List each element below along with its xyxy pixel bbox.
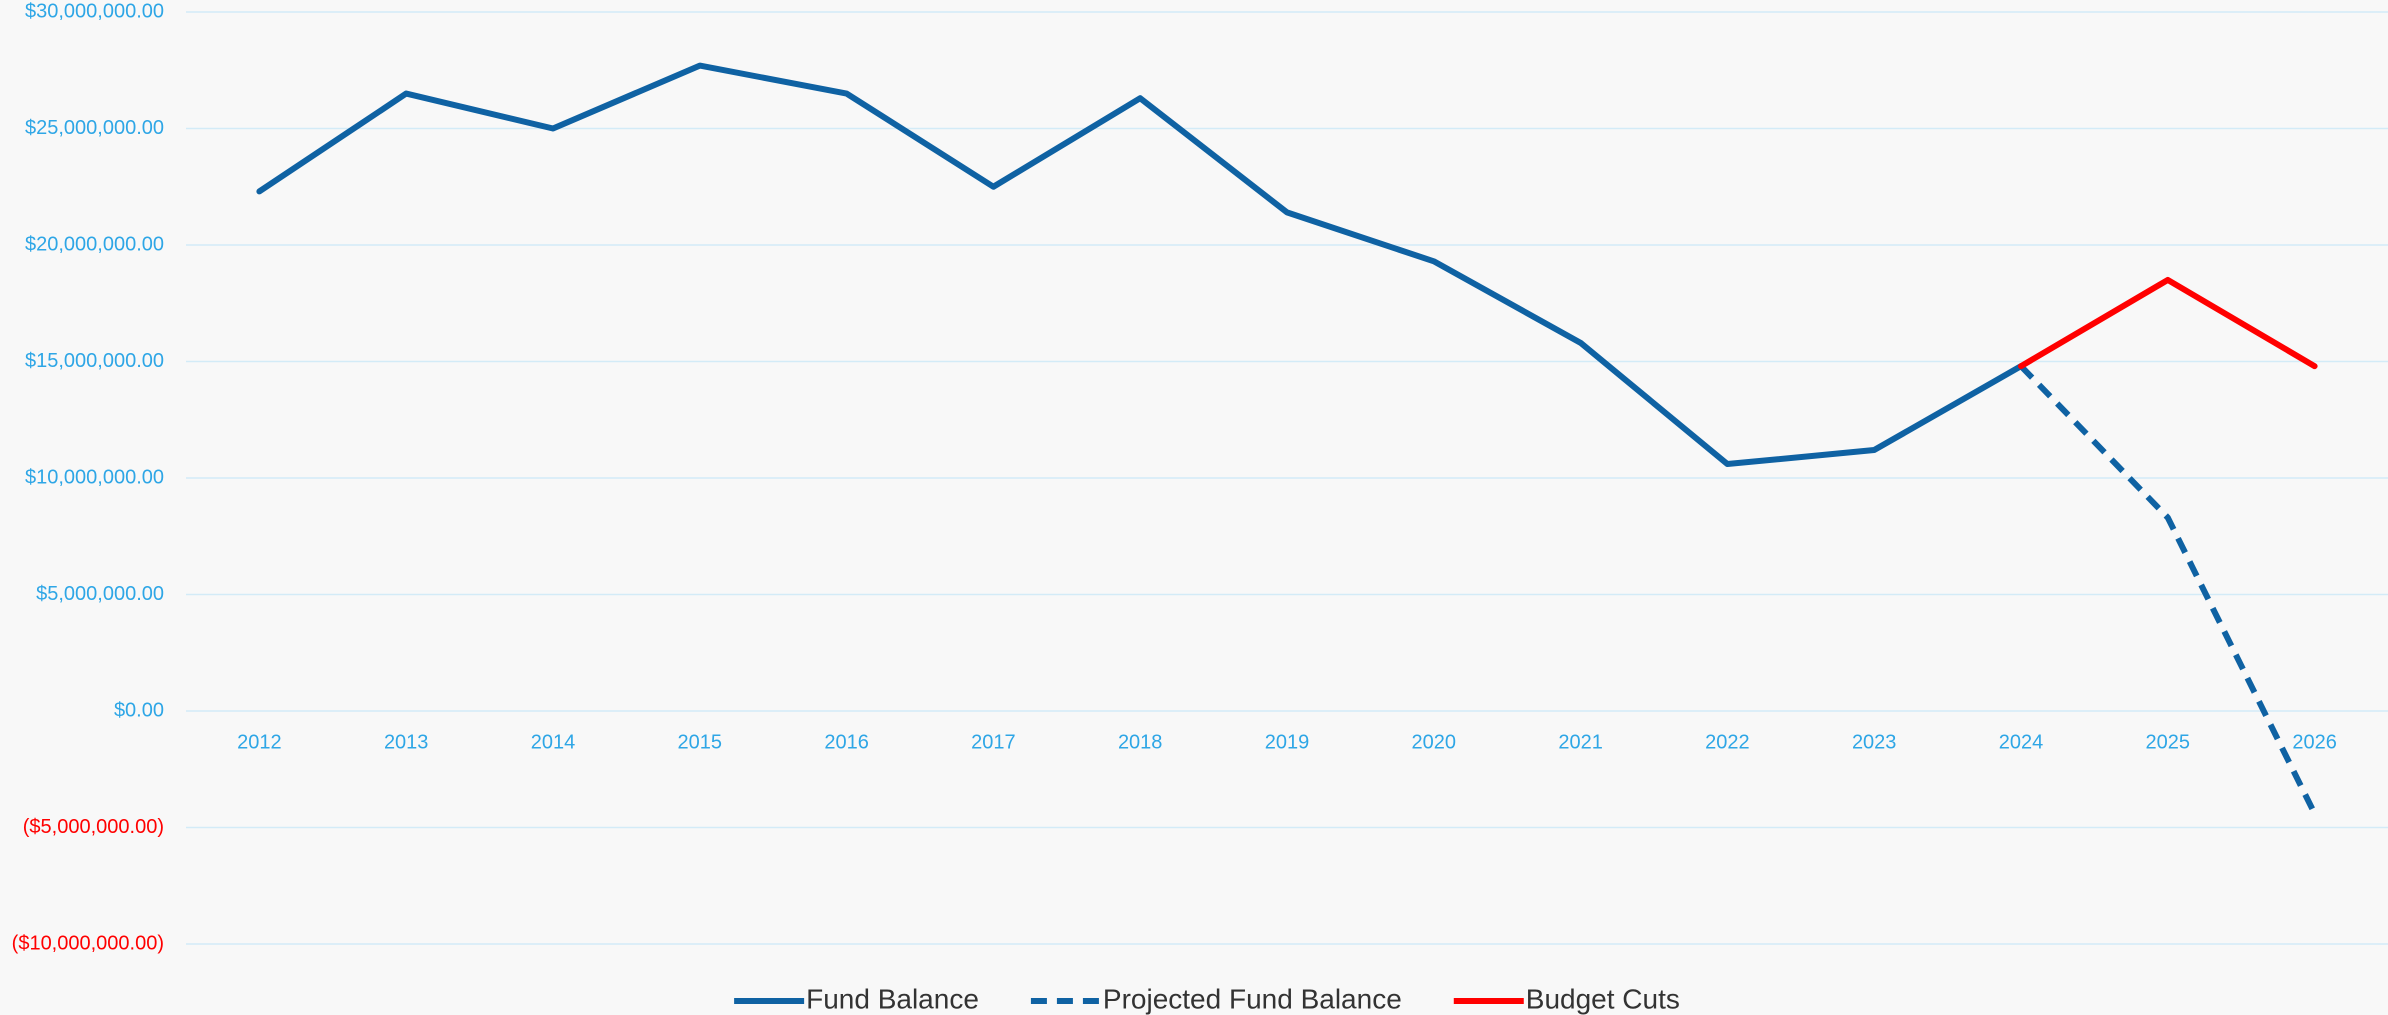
y-tick-label: ($5,000,000.00) xyxy=(23,816,164,838)
x-tick-label: 2014 xyxy=(531,731,576,753)
y-tick-label: $25,000,000.00 xyxy=(25,117,164,139)
x-tick-label: 2012 xyxy=(237,731,282,753)
x-tick-label: 2019 xyxy=(1265,731,1310,753)
x-tick-label: 2013 xyxy=(384,731,429,753)
y-tick-label: $0.00 xyxy=(114,699,164,721)
legend-label: Fund Balance xyxy=(806,983,979,1014)
series-line xyxy=(2018,364,2318,815)
x-tick-label: 2020 xyxy=(1412,731,1457,753)
x-tick-label: 2025 xyxy=(2146,731,2191,753)
y-tick-label: $15,000,000.00 xyxy=(25,350,164,372)
y-tick-label: ($10,000,000.00) xyxy=(12,932,164,954)
y-tick-label: $10,000,000.00 xyxy=(25,466,164,488)
x-tick-label: 2026 xyxy=(2292,731,2337,753)
series-line xyxy=(256,62,2024,468)
x-tick-label: 2017 xyxy=(971,731,1016,753)
y-tick-label: $5,000,000.00 xyxy=(36,583,164,605)
y-tick-label: $30,000,000.00 xyxy=(25,0,164,22)
y-tick-label: $20,000,000.00 xyxy=(25,233,164,255)
legend-label: Budget Cuts xyxy=(1526,983,1680,1014)
legend-label: Projected Fund Balance xyxy=(1103,983,1402,1014)
x-tick-label: 2022 xyxy=(1705,731,1750,753)
x-tick-label: 2021 xyxy=(1558,731,1603,753)
x-tick-label: 2023 xyxy=(1852,731,1897,753)
x-tick-label: 2024 xyxy=(1999,731,2044,753)
x-tick-label: 2018 xyxy=(1118,731,1163,753)
legend: Fund Balance Projected Fund Balance Budget… xyxy=(734,983,1680,1014)
x-tick-label: 2016 xyxy=(824,731,869,753)
series-line xyxy=(2018,276,2318,370)
x-tick-label: 2015 xyxy=(678,731,723,753)
